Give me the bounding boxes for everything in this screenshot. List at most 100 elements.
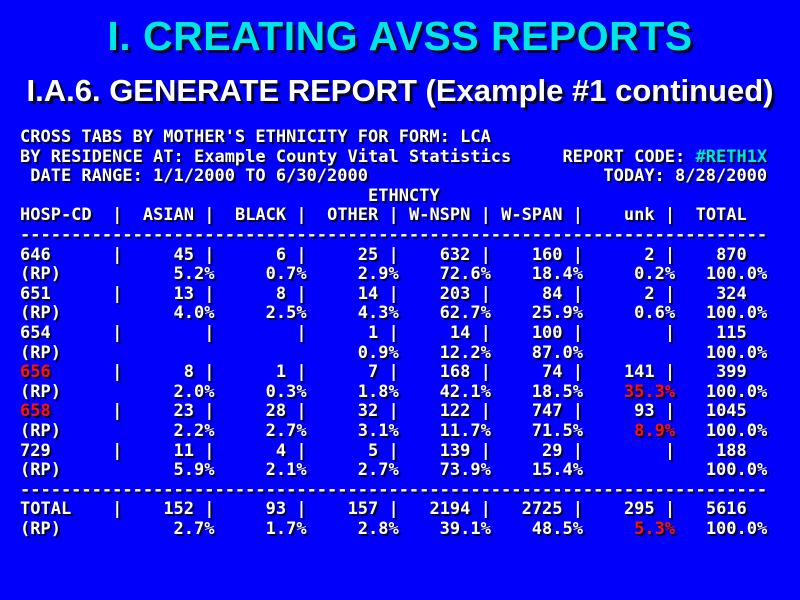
percent-row-text: 15.4% [490,460,583,481]
total-percent-row-text: (RP) [20,518,113,539]
data-row-text: | [112,244,123,265]
data-row-text: 5 | [306,440,399,461]
percent-row-text: 62.7% [398,303,491,324]
percent-row-text: 25.9% [490,303,583,324]
percent-row-text: (RP) [20,342,113,363]
percent-row-text: 2.0% [112,381,215,402]
column-header-row-text: unk | [582,205,676,226]
data-row-text: 25 | [306,244,399,265]
report-header-line-text: BY RESIDENCE AT: Example County Vital St… [20,146,696,167]
report-header-line: BY RESIDENCE AT: Example County Vital St… [20,146,767,168]
data-row-text: 4 | [214,440,307,461]
column-header-row-text: OTHER | [306,205,399,226]
total-percent-row: (RP) 2.7% 1.7% 2.8% 39.1% 48.5% 5.3% 100… [20,518,768,540]
page-subtitle: I.A.6. GENERATE REPORT (Example #1 conti… [26,73,774,108]
divider-line: ----------------------------------------… [20,224,768,246]
data-row-text: | [214,322,307,343]
data-row-text: 45 | [122,244,215,265]
data-row-text: 646 [20,244,113,265]
total-row-text: 152 | [122,499,215,520]
ethnicity-group-label: ETHNCTY [20,185,767,207]
percent-row-text: 0.9% [306,342,399,363]
data-row-text: 13 | [122,283,215,304]
report-header-line: CROSS TABS BY MOTHER'S ETHNICITY FOR FOR… [20,127,767,148]
percent-row-text: 2.7% [306,460,399,481]
data-row-text: 654 [20,322,113,343]
percent-row-text: 0.2% [582,264,676,285]
total-row: TOTAL | 152 | 93 | 157 | 2194 | 2725 | 2… [20,499,767,520]
column-header-row-text: TOTAL [675,205,757,226]
data-row: 654 | | | 1 | 14 | 100 | | 115 [20,322,767,344]
percent-row-red-segment: 35.3% [582,381,676,402]
percent-row-text: 72.6% [398,264,491,285]
total-percent-row-text: 2.7% [112,518,215,539]
report-body: CROSS TABS BY MOTHER'S ETHNICITY FOR FOR… [20,127,768,540]
divider-line-text: ----------------------------------------… [20,479,768,500]
percent-row-text: (RP) [20,303,113,324]
data-row-text: | [122,322,215,343]
total-row-text: 93 | [214,499,307,520]
percent-row: (RP) 2.0% 0.3% 1.8% 42.1% 18.5% 35.3% 10… [20,381,768,403]
divider-line-text: ----------------------------------------… [20,224,768,245]
data-row-text: | [112,322,123,343]
percent-row-text: 1.8% [306,381,399,402]
percent-row-text: 2.2% [112,420,215,441]
percent-row-text [583,460,675,480]
data-row-text: 141 | [583,362,676,383]
total-percent-row-text: 39.1% [398,518,491,539]
percent-row-text: 4.3% [306,303,399,324]
total-percent-row-text: 2.8% [306,518,399,539]
data-row-text: 100 | [490,322,583,343]
percent-row-text: (RP) [20,381,113,402]
data-row-text: 1045 [675,401,758,422]
data-row-text: 7 | [306,362,399,383]
data-row-text: 2 | [583,244,676,265]
data-row-text: 168 | [398,362,491,383]
data-row-text: 74 | [490,362,583,383]
data-row-text: 747 | [490,401,583,422]
column-header-row-text: W-NSPN | [398,205,491,226]
percent-row-text: (RP) [20,460,113,481]
data-row-text: 1 | [306,322,399,343]
percent-row-text: (RP) [20,264,113,285]
data-row-text: 14 | [306,283,399,304]
data-row-red-segment: 656 [20,362,113,383]
column-header-row-text: ASIAN | [122,205,215,226]
column-header-row-text: BLACK | [214,205,307,226]
percent-row-text: 0.3% [214,381,307,402]
data-row-text: | [583,440,676,461]
percent-row-text: 87.0% [490,342,583,363]
percent-row: (RP) 2.2% 2.7% 3.1% 11.7% 71.5% 8.9% 100… [20,420,767,442]
data-row: 646 | 45 | 6 | 25 | 632 | 160 | 2 | 870 [20,244,767,266]
data-row-text: 188 [675,440,758,461]
percent-row-text: 5.9% [112,460,215,481]
percent-row: (RP) 0.9% 12.2% 87.0% 100.0% [20,342,767,364]
data-row-text: 324 [675,283,758,304]
total-row-text: 2194 | [398,499,491,520]
data-row-text: 399 [675,362,758,383]
column-header-row-text: HOSP-CD | [20,205,123,226]
data-row-text: | [112,401,123,422]
data-row-text: | [112,362,123,383]
report-header-line-text: DATE RANGE: 1/1/2000 TO 6/30/2000 TODAY:… [20,166,768,187]
percent-row-text: 100.0% [675,381,768,402]
total-row-text: TOTAL [20,499,113,520]
data-row-text: 6 | [214,244,307,265]
percent-row-text: 5.2% [112,264,215,285]
data-row-text: 115 [675,322,758,343]
total-row-text: 157 | [306,499,399,520]
page-title: I. CREATING AVSS REPORTS [107,13,693,59]
data-row-text: 2 | [583,283,676,304]
total-percent-row-text: 100.0% [675,518,768,539]
data-row-text: | [112,440,123,461]
percent-row-text [583,343,675,363]
percent-row-text: 73.9% [398,460,491,481]
report-header-line: DATE RANGE: 1/1/2000 TO 6/30/2000 TODAY:… [20,166,768,187]
percent-row-text: (RP) [20,420,113,441]
percent-row-text: 18.5% [490,381,583,402]
data-row-text: 23 | [122,401,215,422]
ethnicity-group-label-text: ETHNCTY [20,185,440,206]
total-percent-row-red-segment: 5.3% [582,518,676,539]
percent-row-text: 11.7% [398,420,491,441]
